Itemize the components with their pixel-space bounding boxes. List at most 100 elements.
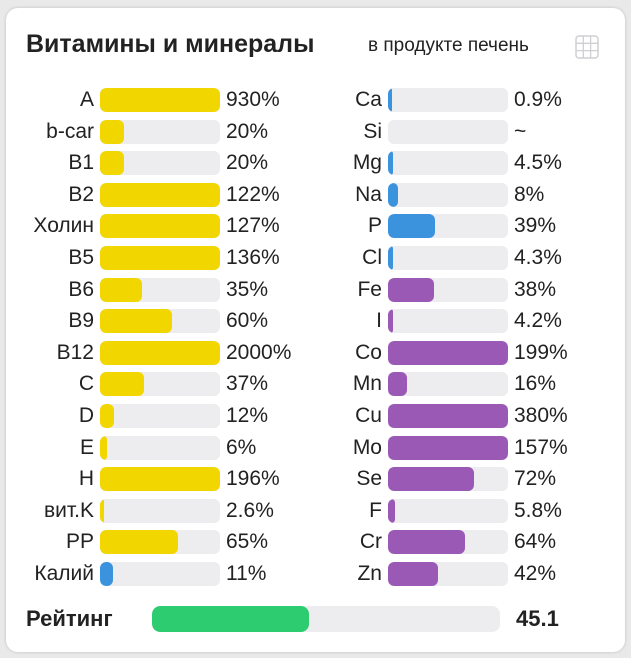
bar-fill: [100, 340, 220, 365]
nutrient-label: E: [79, 435, 94, 459]
table-icon[interactable]: [574, 34, 600, 60]
bar-track: [388, 340, 508, 365]
bar-track: [100, 246, 220, 270]
nutrient-label: F: [369, 498, 382, 522]
bar-fill: [388, 340, 508, 365]
bar-fill: [388, 277, 434, 302]
bar-track: [388, 435, 508, 460]
bar-fill: [100, 467, 220, 492]
rating-bar-fill: [152, 606, 309, 632]
bar-track: [388, 467, 508, 492]
value-label: 4.2%: [514, 309, 562, 333]
right-row-Ca: Ca 0.9%: [6, 84, 606, 116]
nutrient-label: B6: [68, 277, 94, 301]
right-row-Cl: Cl 4.3%: [6, 242, 606, 274]
bar-fill: [100, 498, 104, 523]
nutrient-label: A: [79, 88, 94, 111]
left-row-B5: B5 136%: [6, 242, 606, 274]
bar-fill: [100, 530, 178, 555]
left-row-B12: B12 2000%: [6, 337, 606, 369]
bar-fill: [388, 435, 508, 460]
bar-track: [388, 372, 508, 397]
value-label: 5.8%: [514, 498, 562, 522]
bar-fill: [388, 562, 439, 586]
nutrient-label: Холин: [33, 214, 94, 238]
left-row-b-car: b-car 20%: [6, 116, 606, 148]
left-row-B6: B6 35%: [6, 274, 606, 306]
bar-fill: [100, 277, 142, 302]
left-row-B1: B1 20%: [6, 147, 606, 179]
bar-track: [100, 277, 220, 302]
right-row-P: P 39%: [6, 210, 606, 242]
bar-fill: [388, 88, 392, 112]
right-row-Se: Se 72%: [6, 463, 606, 495]
bar-fill: [100, 562, 114, 586]
bar-track: [100, 151, 220, 176]
right-row-F: F 5.8%: [6, 495, 606, 527]
right-row-Zn: Zn 42%: [6, 558, 606, 590]
bar-track: [100, 498, 220, 523]
nutrient-label: C: [78, 372, 94, 396]
value-label: 0.9%: [514, 88, 562, 111]
right-row-Co: Co 199%: [6, 337, 606, 369]
value-label: 4.5%: [514, 151, 562, 175]
left-row-вит.K: вит.K 2.6%: [6, 495, 606, 527]
nutrient-label: Cr: [359, 530, 382, 554]
bar-track: [388, 277, 508, 302]
value-label: 64%: [514, 530, 557, 554]
value-label: 196%: [226, 467, 280, 491]
nutrient-label: I: [376, 309, 382, 333]
bar-track: [100, 404, 220, 428]
bar-track: [388, 214, 508, 239]
bar-track: [388, 246, 508, 270]
nutrient-label: Co: [355, 340, 382, 364]
value-label: 16%: [514, 372, 557, 396]
bar-track: [388, 404, 508, 428]
bar-fill: [388, 246, 394, 270]
value-label: 199%: [514, 340, 568, 364]
bar-track: [100, 435, 220, 460]
value-label: 72%: [514, 467, 557, 491]
value-label: 380%: [514, 404, 568, 427]
card-header: Витамины и минералы в продукте печень: [26, 30, 606, 66]
nutrient-label: B12: [56, 340, 94, 364]
rating-bar-track: [152, 606, 500, 632]
bar-track: [100, 530, 220, 555]
nutrient-label: Si: [363, 119, 382, 143]
bar-fill: [100, 372, 145, 397]
left-row-A: A 930%: [6, 84, 606, 116]
left-row-PP: PP 65%: [6, 526, 606, 558]
value-label: 2000%: [226, 340, 292, 364]
bar-track: [100, 309, 220, 334]
bar-track: [388, 498, 508, 523]
value-label: 20%: [226, 151, 269, 175]
bar-fill: [388, 372, 408, 397]
value-label: 127%: [226, 214, 280, 238]
bar-fill: [100, 404, 115, 428]
nutrient-label: Mg: [352, 151, 382, 175]
nutrient-label: Cu: [355, 404, 382, 427]
left-row-D: D 12%: [6, 400, 606, 432]
right-row-Cu: Cu 380%: [6, 400, 606, 432]
right-row-Mn: Mn 16%: [6, 368, 606, 400]
value-label: 2.6%: [226, 498, 274, 522]
bar-fill: [388, 151, 394, 176]
bar-fill: [388, 214, 435, 239]
value-label: 11%: [226, 562, 267, 585]
value-label: 39%: [514, 214, 557, 238]
left-row-E: E 6%: [6, 432, 606, 464]
nutrient-label: B2: [68, 182, 94, 206]
value-label: 12%: [226, 404, 269, 427]
value-label: 42%: [514, 562, 557, 585]
bar-fill: [388, 182, 398, 207]
bar-track: [388, 151, 508, 176]
right-row-Mo: Mo 157%: [6, 432, 606, 464]
nutrient-label: Se: [356, 467, 382, 491]
bar-track: [100, 88, 220, 112]
bar-track: [100, 119, 220, 144]
nutrient-label: P: [367, 214, 382, 238]
card-title: Витамины и минералы: [26, 30, 315, 58]
value-label: 136%: [226, 246, 280, 269]
bar-track: [100, 562, 220, 586]
bar-fill: [388, 530, 465, 555]
